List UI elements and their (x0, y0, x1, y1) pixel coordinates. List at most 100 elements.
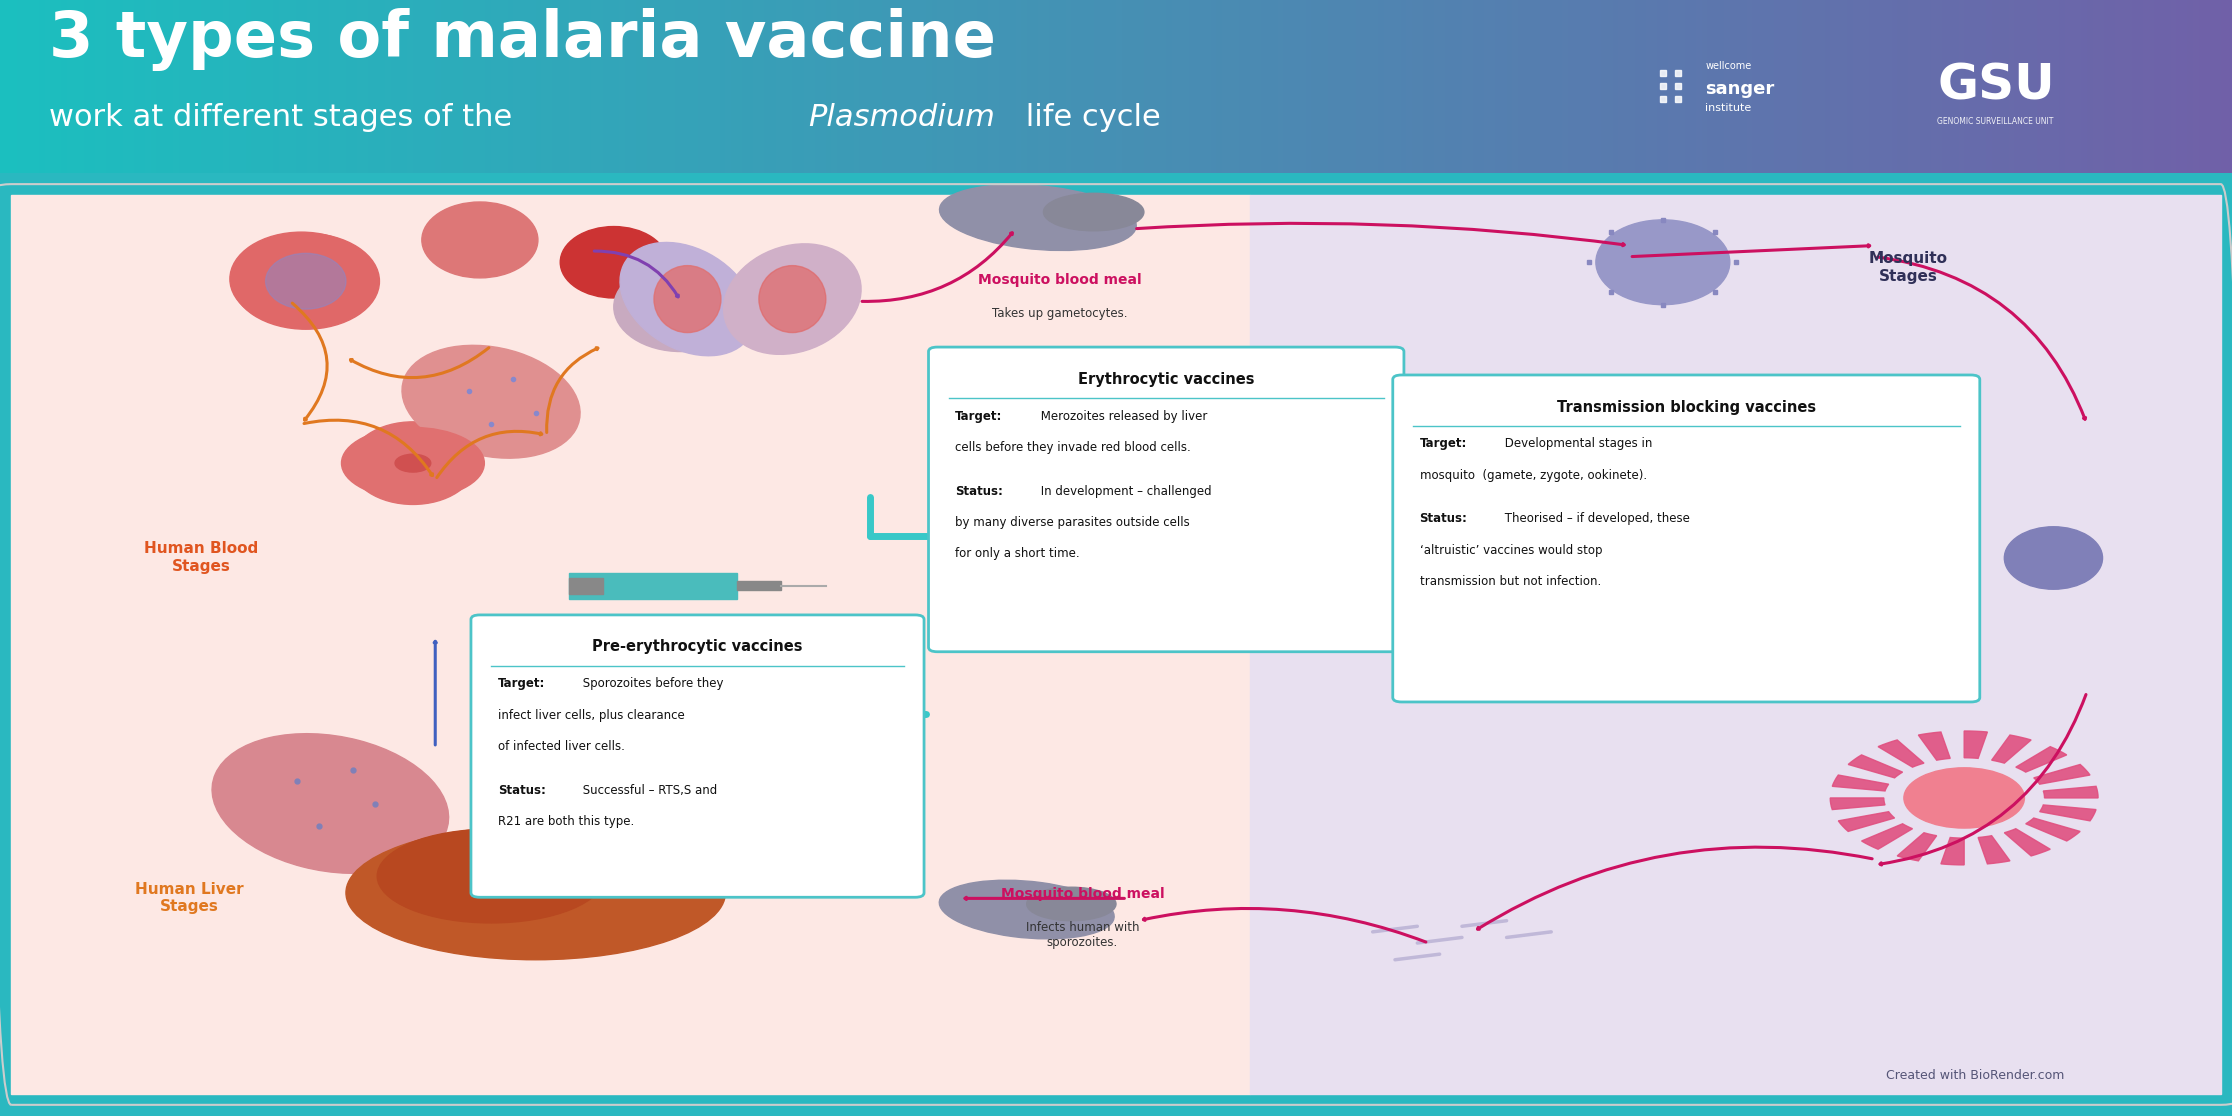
Bar (62, 0, 67, 173)
Bar (1819, 0, 1826, 173)
Bar (1540, 0, 1545, 173)
Bar (1312, 0, 1317, 173)
FancyBboxPatch shape (1393, 375, 1980, 702)
Bar (808, 0, 815, 173)
Text: for only a short time.: for only a short time. (955, 547, 1080, 560)
Text: Erythrocytic vaccines: Erythrocytic vaccines (1078, 372, 1254, 386)
Bar (435, 0, 442, 173)
Bar (1518, 0, 1524, 173)
Bar (1078, 0, 1083, 173)
Bar (1853, 0, 1857, 173)
Bar (190, 0, 196, 173)
Ellipse shape (1027, 887, 1116, 921)
Bar (1745, 0, 1752, 173)
Bar (2165, 0, 2170, 173)
Text: In development – challenged: In development – challenged (1036, 484, 1212, 498)
Bar (915, 0, 920, 173)
Bar (2221, 0, 2228, 173)
Bar (987, 0, 993, 173)
Bar (1112, 0, 1116, 173)
Bar (1714, 0, 1719, 173)
Bar (1071, 0, 1076, 173)
Bar (116, 0, 123, 173)
Bar (1045, 0, 1049, 173)
Text: Pre-erythrocytic vaccines: Pre-erythrocytic vaccines (591, 639, 804, 654)
Bar (179, 0, 183, 173)
Bar (1000, 0, 1004, 173)
Bar (1759, 0, 1763, 173)
Bar (2009, 0, 2013, 173)
Bar (1350, 0, 1357, 173)
Wedge shape (1848, 754, 1902, 778)
Bar (844, 0, 848, 173)
Bar (2082, 0, 2087, 173)
Bar (2020, 0, 2027, 173)
Bar (1741, 0, 1745, 173)
Bar (2187, 0, 2192, 173)
Text: mosquito  (gamete, zygote, ookinete).: mosquito (gamete, zygote, ookinete). (1420, 469, 1647, 482)
Bar (1545, 0, 1551, 173)
Bar (1272, 0, 1277, 173)
Bar (107, 0, 112, 173)
Ellipse shape (560, 227, 667, 298)
Bar (1707, 0, 1714, 173)
Bar (1964, 0, 1969, 173)
Bar (759, 0, 766, 173)
Bar (424, 0, 429, 173)
Bar (1612, 0, 1618, 173)
Bar (1678, 0, 1685, 173)
Wedge shape (1917, 732, 1951, 760)
Ellipse shape (614, 262, 748, 352)
Bar (1495, 0, 1500, 173)
Text: ‘altruistic’ vaccines would stop: ‘altruistic’ vaccines would stop (1420, 543, 1603, 557)
Bar (1094, 0, 1098, 173)
Wedge shape (2015, 747, 2067, 772)
Bar (509, 0, 513, 173)
Text: Target:: Target: (498, 677, 545, 691)
Wedge shape (1991, 735, 2031, 763)
Bar (161, 0, 167, 173)
Bar (1674, 0, 1678, 173)
Bar (692, 0, 696, 173)
Ellipse shape (1045, 193, 1145, 231)
Bar (290, 0, 295, 173)
Bar (1937, 0, 1942, 173)
Bar (129, 0, 134, 173)
Bar (2069, 0, 2076, 173)
Bar (681, 0, 687, 173)
Bar (1736, 0, 1741, 173)
Bar (201, 0, 205, 173)
Bar (1295, 0, 1299, 173)
Bar (279, 0, 286, 173)
Bar (993, 0, 1000, 173)
Bar (2132, 0, 2136, 173)
Bar (429, 0, 435, 173)
Bar (2013, 0, 2020, 173)
Wedge shape (1942, 837, 1964, 865)
Bar (451, 0, 458, 173)
Bar (1529, 0, 1536, 173)
Bar (1469, 0, 1473, 173)
Bar (562, 0, 569, 173)
Bar (11, 195, 1250, 1094)
Bar (1857, 0, 1864, 173)
Bar (1440, 0, 1446, 173)
Bar (413, 0, 420, 173)
Bar (89, 0, 94, 173)
FancyBboxPatch shape (929, 347, 1404, 652)
Text: cells before they invade red blood cells.: cells before they invade red blood cells… (955, 441, 1192, 454)
Bar (2065, 0, 2069, 173)
Bar (1685, 0, 1692, 173)
Bar (1172, 0, 1178, 173)
Text: by many diverse parasites outside cells: by many diverse parasites outside cells (955, 516, 1190, 529)
Bar (22, 0, 27, 173)
Bar (480, 0, 487, 173)
Text: GENOMIC SURVEILLANCE UNIT: GENOMIC SURVEILLANCE UNIT (1937, 117, 2053, 126)
Bar (152, 0, 156, 173)
Bar (368, 0, 375, 173)
Bar (1663, 0, 1670, 173)
Bar (268, 0, 272, 173)
Bar (362, 0, 368, 173)
Bar (786, 0, 792, 173)
Bar (725, 0, 732, 173)
